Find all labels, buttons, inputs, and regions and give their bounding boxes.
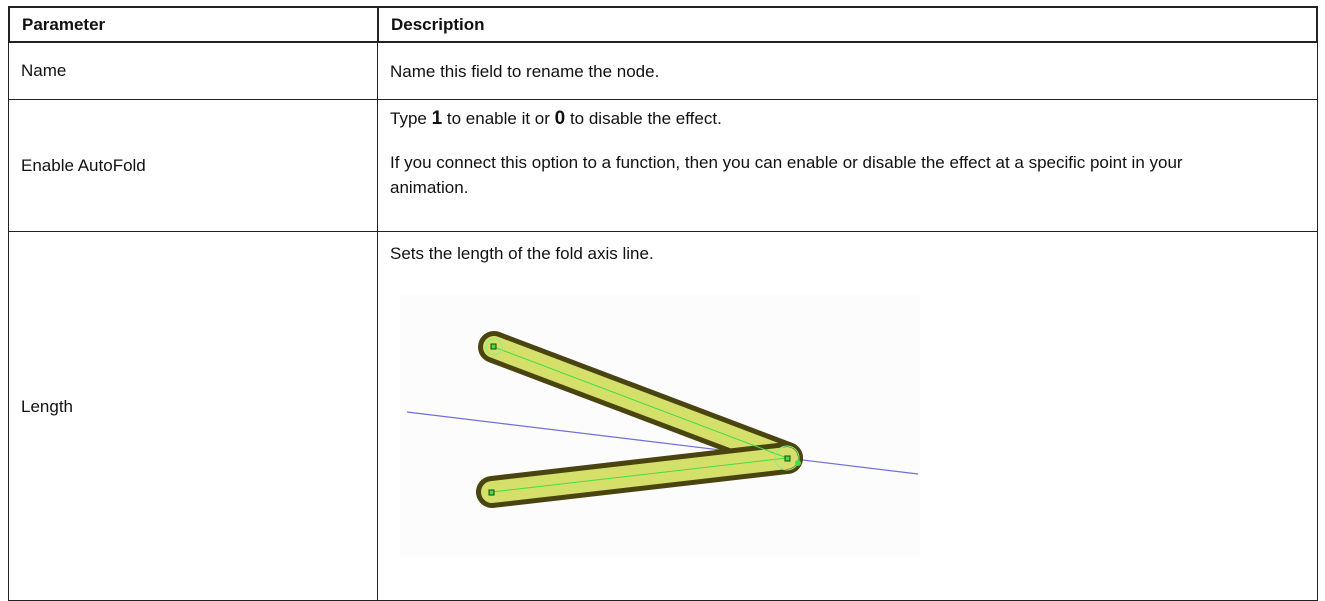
handle (488, 489, 495, 496)
header-cell: Description (377, 6, 1318, 43)
joint (774, 445, 800, 471)
description-cell: Name this field to rename the node. (377, 42, 1318, 100)
fold-axis (406, 411, 919, 475)
description: Type 1 to enable it or 0 to disable the … (390, 106, 1305, 131)
handle (784, 455, 791, 462)
text: Type (390, 109, 432, 128)
value: 0 (554, 108, 566, 129)
handle (795, 460, 801, 466)
parameter: Length (21, 397, 73, 416)
parameter: Name (21, 61, 67, 80)
text: to enable it or (442, 109, 555, 128)
bone (493, 346, 788, 459)
description: Name this field to rename the node. (390, 61, 660, 81)
description: If you connect this option to a function… (390, 153, 1183, 197)
header-text: Description (391, 14, 485, 34)
illustration (400, 295, 920, 557)
parameter-cell: Length (8, 231, 378, 601)
value: 1 (431, 108, 443, 129)
joint (485, 338, 503, 356)
text: to disable the effect. (565, 109, 722, 128)
parameter-cell: Enable AutoFold (8, 99, 378, 232)
parameter: Enable AutoFold (21, 155, 146, 175)
header-cell: Parameter (8, 6, 379, 43)
handle (490, 343, 497, 350)
header-text: Parameter (22, 14, 106, 34)
parameter-cell: Name (8, 42, 378, 100)
bone (491, 457, 788, 493)
description-cell: Type 1 to enable it or 0 to disable the … (377, 99, 1318, 232)
description: Sets the length of the fold axis line. (390, 244, 654, 263)
